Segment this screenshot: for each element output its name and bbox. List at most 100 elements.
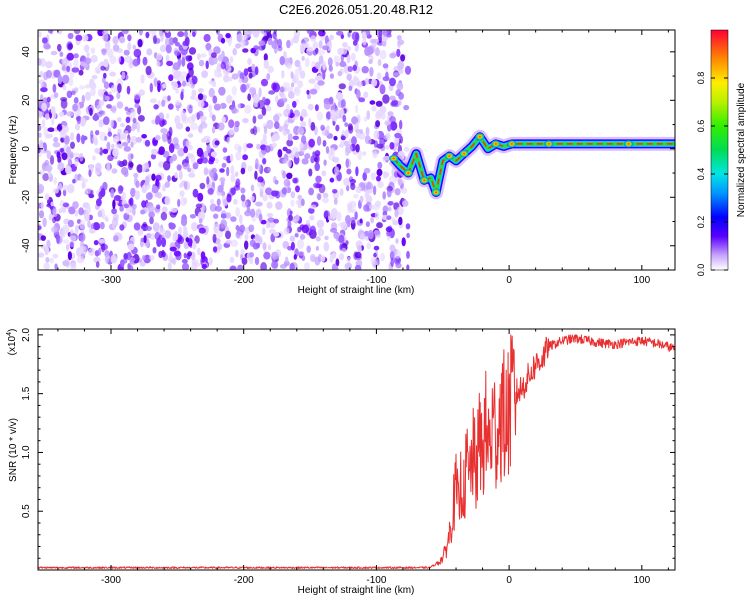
noise-speck (383, 171, 387, 179)
noise-speck (375, 109, 383, 119)
noise-speck (109, 55, 117, 64)
noise-speck (100, 243, 108, 251)
noise-speck (41, 119, 46, 129)
noise-speck (241, 199, 248, 208)
noise-speck (188, 173, 196, 178)
noise-speck (374, 211, 380, 221)
noise-speck (338, 234, 345, 244)
noise-speck (178, 170, 183, 180)
noise-speck (151, 148, 159, 155)
noise-speck (38, 132, 42, 138)
noise-speck (231, 85, 237, 96)
noise-speck (315, 61, 321, 70)
noise-speck (389, 244, 396, 252)
noise-speck (217, 122, 225, 131)
noise-speck (174, 143, 180, 150)
noise-speck (45, 113, 50, 120)
noise-speck (61, 152, 68, 161)
noise-speck (211, 114, 216, 122)
noise-speck (73, 30, 81, 35)
noise-speck (318, 30, 326, 37)
noise-speck (315, 246, 319, 251)
noise-speck (357, 131, 366, 140)
noise-speck (355, 166, 359, 177)
noise-speck (330, 227, 338, 233)
noise-speck (372, 150, 378, 159)
noise-speck (230, 239, 238, 248)
noise-speck (213, 46, 221, 55)
noise-speck (42, 173, 50, 181)
noise-speck (164, 37, 170, 47)
noise-speck (110, 254, 117, 264)
noise-speck (65, 165, 72, 175)
noise-speck (38, 152, 42, 158)
noise-speck (125, 116, 131, 124)
noise-speck (161, 99, 166, 107)
noise-speck (47, 127, 55, 132)
noise-speck (232, 48, 237, 56)
noise-speck (117, 160, 122, 166)
colorbar: 0.0 0.2 0.4 0.6 0.8 Normalized spectral ampl… (696, 29, 747, 276)
noise-speck (335, 62, 340, 67)
ridge-blob (403, 169, 414, 177)
noise-speck (240, 187, 246, 194)
noise-speck (56, 184, 63, 191)
noise-speck (197, 192, 204, 202)
noise-speck (197, 211, 206, 221)
noise-speck (307, 103, 314, 111)
noise-speck (158, 250, 164, 259)
noise-speck (212, 233, 217, 244)
noise-speck (66, 52, 75, 61)
noise-speck (359, 232, 366, 241)
noise-speck (355, 32, 360, 43)
noise-speck (262, 133, 267, 142)
noise-speck (333, 197, 338, 205)
noise-speck (254, 234, 260, 241)
noise-speck (88, 193, 95, 199)
noise-speck (233, 199, 238, 205)
noise-speck (292, 135, 299, 140)
noise-speck (170, 258, 175, 264)
noise-speck (185, 237, 190, 243)
noise-speck (53, 177, 57, 185)
noise-speck (346, 46, 352, 51)
noise-speck (277, 149, 283, 158)
noise-speck (283, 109, 291, 117)
noise-speck (211, 126, 216, 134)
noise-speck (220, 213, 227, 219)
noise-speck (145, 233, 152, 239)
noise-speck (266, 201, 273, 209)
noise-speck (103, 116, 110, 125)
noise-speck (195, 203, 203, 209)
noise-speck (398, 216, 403, 226)
noise-speck (369, 66, 374, 77)
noise-speck (172, 62, 181, 71)
noise-speck (243, 68, 249, 77)
snr-x-tick-label: -300 (101, 575, 121, 586)
noise-speck (285, 149, 292, 154)
noise-speck (247, 93, 252, 101)
spectrogram-y-tick-label: 20 (21, 94, 32, 106)
noise-speck (395, 262, 402, 269)
noise-speck (350, 182, 356, 191)
noise-speck (78, 69, 84, 76)
noise-speck (230, 165, 235, 175)
noise-speck (44, 193, 50, 201)
noise-speck (66, 65, 71, 73)
noise-speck (385, 226, 393, 233)
noise-speck (52, 208, 58, 218)
noise-speck (267, 217, 275, 223)
noise-speck (356, 89, 361, 100)
noise-speck (216, 198, 221, 206)
noise-speck (391, 217, 396, 226)
noise-speck (181, 57, 186, 67)
noise-speck (397, 42, 401, 48)
noise-speck (237, 103, 241, 110)
noise-speck (275, 95, 279, 103)
noise-speck (203, 150, 208, 159)
noise-speck (318, 40, 323, 49)
noise-speck (187, 133, 194, 138)
noise-speck (385, 144, 390, 150)
noise-speck (214, 140, 220, 146)
noise-speck (317, 193, 322, 201)
